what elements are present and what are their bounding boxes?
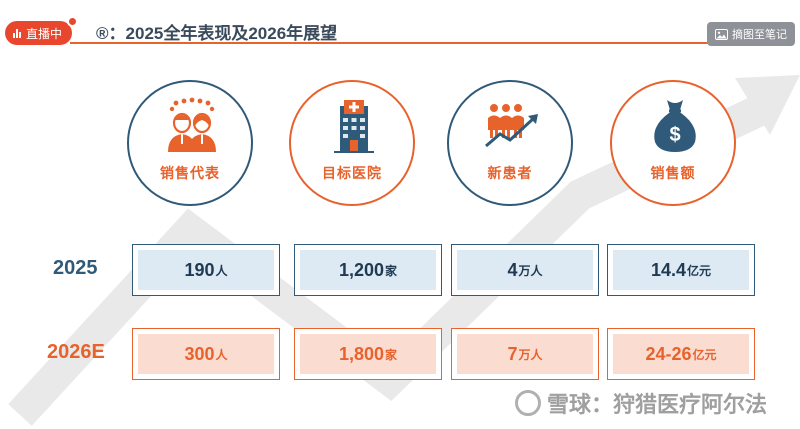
snowball-logo-icon	[515, 390, 541, 416]
svg-text:$: $	[669, 124, 680, 146]
money-bag-icon: $	[654, 100, 696, 152]
value-number: 4	[507, 259, 518, 280]
live-dot-icon	[67, 16, 79, 27]
people-icon	[168, 97, 216, 152]
category-sales-revenue: $ 销售额	[610, 80, 736, 206]
category-label: 销售额	[650, 165, 696, 181]
value-unit: 亿元	[692, 347, 717, 362]
row-label-2025: 2025	[53, 257, 98, 279]
value-unit: 家	[385, 263, 398, 278]
value-box: 24-26 亿元	[607, 328, 755, 380]
value-unit: 人	[215, 347, 228, 362]
value-number: 24-26	[645, 343, 692, 364]
category-target-hospitals: 目标医院	[289, 80, 415, 206]
value-box: 190 人	[132, 244, 280, 296]
value-unit: 家	[385, 347, 398, 362]
value-number: 14.4	[650, 259, 687, 280]
value-unit: 亿元	[687, 263, 712, 278]
value-box: 300 人	[132, 328, 280, 380]
value-box: 1,200 家	[294, 244, 442, 296]
value-box: 7 万人	[451, 328, 599, 380]
category-new-patients: 新患者	[447, 80, 573, 206]
value-unit: 万人	[518, 347, 543, 362]
value-number: 300	[184, 343, 215, 364]
hospital-icon	[334, 100, 374, 153]
save-to-notes-label: 摘图至笔记	[732, 29, 787, 41]
category-label: 目标医院	[322, 165, 382, 181]
image-icon	[715, 28, 728, 40]
title-prefix: ®：	[96, 24, 126, 43]
value-number: 1,800	[338, 343, 385, 364]
value-unit: 人	[215, 263, 228, 278]
category-label: 新患者	[487, 165, 533, 181]
value-unit: 万人	[518, 263, 543, 278]
live-label: 直播中	[26, 26, 63, 41]
category-label: 销售代表	[160, 165, 220, 181]
value-number: 190	[184, 259, 215, 280]
save-to-notes-button[interactable]: 摘图至笔记	[707, 22, 795, 46]
value-box: 4 万人	[451, 244, 599, 296]
watermark-text: 雪球：狩猎医疗阿尔法	[547, 392, 768, 417]
category-sales-reps: 销售代表	[127, 80, 253, 206]
value-number: 7	[507, 343, 518, 364]
growth-people-icon	[485, 104, 538, 148]
title-divider	[70, 42, 710, 44]
value-box: 14.4 亿元	[607, 244, 755, 296]
page-title: ®：2025全年表现及2026年展望	[96, 19, 337, 44]
value-box: 1,800 家	[294, 328, 442, 380]
value-number: 1,200	[338, 259, 385, 280]
title-text: 2025全年表现及2026年展望	[125, 24, 338, 43]
live-badge[interactable]: 直播中	[5, 16, 79, 45]
row-label-2026e: 2026E	[47, 341, 105, 363]
watermark: 雪球：狩猎医疗阿尔法	[515, 387, 767, 419]
live-bars-icon	[13, 28, 21, 38]
